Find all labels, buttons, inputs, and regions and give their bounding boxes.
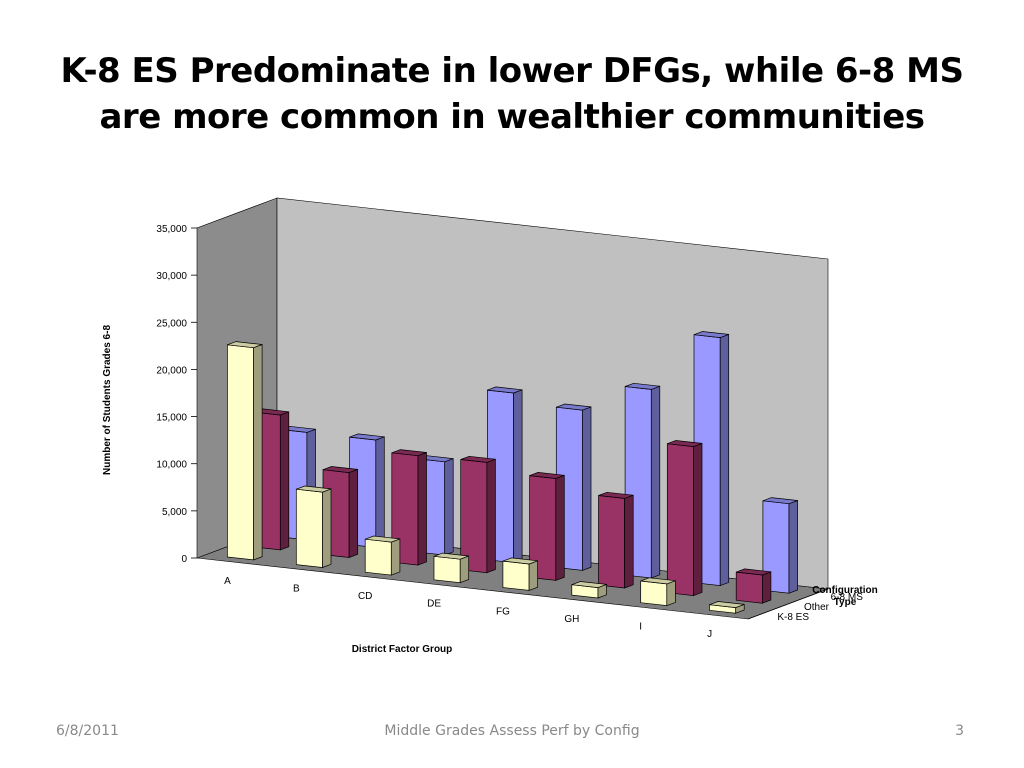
bar: [391, 449, 427, 566]
x-category-label: CD: [358, 591, 372, 602]
bar-side: [322, 488, 332, 569]
title-line-1: K-8 ES Predominate in lower DFGs, while …: [60, 51, 964, 91]
bar-top: [391, 449, 427, 457]
bar-top: [349, 433, 385, 441]
bar-top: [762, 497, 798, 505]
bar-side: [253, 343, 263, 561]
bar: [295, 485, 332, 569]
bar-top: [322, 466, 358, 473]
bar-side: [788, 499, 798, 594]
bar-side: [762, 571, 772, 604]
bar: [460, 455, 496, 574]
depth-series-label: 6-8 MS: [831, 592, 864, 603]
bar-side: [513, 389, 523, 564]
bar-side: [528, 560, 538, 591]
bar-top: [640, 577, 676, 585]
y-tick-label: 5,000: [162, 507, 187, 518]
bar-top: [556, 403, 592, 411]
bar-side: [390, 538, 401, 576]
bar: [529, 472, 565, 581]
y-axis-title: Number of Students Grades 6-8: [102, 325, 113, 475]
bar-top: [227, 341, 263, 349]
bar: [666, 440, 703, 597]
x-category-label: B: [293, 583, 300, 594]
y-tick-label: 10,000: [156, 460, 187, 471]
bar-top: [571, 581, 607, 588]
bar-front: [666, 443, 694, 596]
bar: [735, 568, 772, 604]
y-tick-label: 20,000: [156, 365, 187, 376]
bar: [571, 581, 607, 599]
bar-marks: [227, 331, 798, 614]
bar: [433, 552, 470, 584]
bar-top: [433, 552, 469, 560]
depth-axis-line: [747, 588, 829, 620]
bar: [227, 341, 263, 561]
bar-top: [460, 455, 496, 463]
x-category-label: J: [707, 629, 712, 640]
slide-title: K-8 ES Predominate in lower DFGs, while …: [40, 48, 984, 140]
bar-front: [364, 538, 392, 576]
bar-side: [375, 436, 385, 549]
bar-front: [502, 560, 530, 591]
bar-front: [598, 495, 625, 589]
title-line-2: are more common in wealthier communities: [99, 97, 925, 137]
bar-side: [693, 442, 703, 597]
bar-top: [709, 601, 745, 608]
bar-side: [650, 385, 661, 579]
bar-top: [487, 386, 523, 394]
depth-series-label: K-8 ES: [777, 612, 809, 623]
bar-side: [666, 580, 676, 607]
footer-date: 6/8/2011: [56, 723, 119, 739]
bar: [709, 601, 745, 614]
x-category-label: A: [224, 576, 231, 587]
bar-side: [417, 451, 427, 566]
bar-front: [433, 555, 461, 584]
bar-front: [227, 344, 254, 561]
y-tick-label: 0: [181, 554, 187, 565]
y-tick-label: 15,000: [156, 413, 187, 424]
bar-side: [582, 406, 592, 571]
bar-top: [529, 472, 565, 479]
x-axis-title: District Factor Group: [352, 644, 453, 655]
bar-side: [348, 468, 359, 559]
depth-series-label: Other: [804, 602, 830, 613]
bar-side: [279, 411, 290, 551]
bar-side: [555, 474, 565, 581]
bar-side: [719, 333, 730, 587]
depth-axis-title: Configuration Type: [812, 585, 878, 608]
y-axis: 0 5,000 10,000 15,000 20,000 25,000 30,000 35,0…: [156, 224, 197, 565]
bar-top: [598, 491, 634, 499]
bar-side: [459, 555, 470, 584]
y-tick-label: 35,000: [156, 224, 187, 235]
bar-top: [296, 485, 332, 493]
bar-front: [735, 571, 763, 604]
bar-top: [667, 440, 703, 447]
bar: [598, 491, 634, 589]
bar-top: [365, 535, 401, 543]
bar-side: [486, 458, 496, 574]
x-category-label: FG: [496, 606, 510, 617]
bar-top: [693, 331, 729, 338]
bar: [364, 535, 401, 576]
bar-top: [736, 568, 772, 576]
bar: [502, 557, 538, 591]
x-category-label: GH: [564, 614, 579, 625]
bar-side: [444, 458, 454, 556]
y-tick-label: 25,000: [156, 318, 187, 329]
bar-front: [640, 580, 668, 606]
page-number: 3: [955, 723, 964, 739]
bar: [640, 577, 676, 607]
x-category-label: I: [639, 622, 642, 633]
bar-top: [624, 382, 660, 390]
bar-top: [502, 557, 538, 565]
footer-title: Middle Grades Assess Perf by Config: [384, 723, 640, 739]
bar: [762, 497, 798, 594]
x-category-label: DE: [427, 599, 441, 610]
bar-side: [624, 494, 634, 589]
y-tick-label: 30,000: [156, 271, 187, 282]
bar-front: [295, 488, 323, 568]
